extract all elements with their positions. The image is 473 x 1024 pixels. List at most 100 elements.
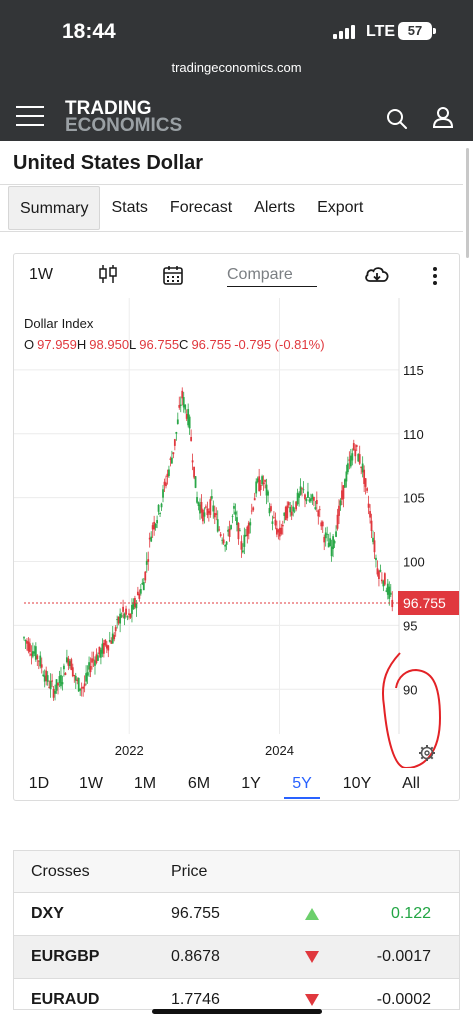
candle-body [230,525,232,530]
y-tick-label: 100 [403,555,425,570]
battery-icon: 57 [398,22,432,40]
range-10y[interactable]: 10Y [342,775,372,792]
tab-forecast[interactable]: Forecast [169,199,233,216]
candle-body [23,637,25,639]
candle-body [82,686,85,689]
candle-body [108,639,111,642]
candle-body [339,500,342,506]
range-1y[interactable]: 1Y [241,775,261,792]
user-icon[interactable] [432,106,454,128]
candle-body [191,460,194,463]
candle-body [268,507,271,514]
candle-body [364,478,367,487]
tab-stats[interactable]: Stats [111,199,148,216]
home-indicator[interactable] [152,1009,322,1014]
candle-body [98,646,101,655]
candle-body [160,503,163,508]
candle-body [142,582,145,591]
range-1w[interactable]: 1W [79,775,103,792]
candle-body [369,511,371,518]
candle-body [324,532,327,539]
candle-body [378,571,380,580]
candle-body [209,499,212,515]
url-bar[interactable]: tradingeconomics.com [171,60,302,75]
candle-body [165,482,167,487]
candle-body [172,452,175,455]
header-crosses: Crosses [31,863,90,880]
calendar-icon[interactable] [162,264,184,286]
price-chart[interactable]: Dollar Index O 97.959H 98.950L 96.755C 96.75… [14,298,459,768]
x-tick-label: 2022 [115,743,144,758]
candle-body [92,659,95,661]
candle-body [145,560,148,565]
table-row[interactable]: DXY 96.755 0.122 [14,893,459,936]
logo[interactable]: TRADING ECONOMICS [65,99,182,135]
hamburger-icon[interactable] [16,106,44,126]
candle-body [119,613,122,624]
cross-name[interactable]: DXY [31,905,64,922]
candle-body [76,679,79,682]
range-1d[interactable]: 1D [28,775,50,792]
candle-body [94,660,96,666]
cross-name[interactable]: EURGBP [31,948,100,965]
x-axis: 2022 2024 [115,743,294,758]
candle-body [64,672,67,676]
y-tick-label: 95 [403,618,417,633]
search-icon[interactable] [386,108,408,130]
candle-body [366,488,369,491]
candle-body [185,413,188,419]
cloud-download-icon[interactable] [364,264,390,286]
candle-body [296,492,299,505]
candle-body [67,658,70,666]
candle-body [256,478,259,483]
chart-grid [14,298,400,734]
candle-body [86,672,89,676]
candle-body [329,538,332,547]
candle-body [178,404,181,408]
range-1m[interactable]: 1M [133,775,157,792]
candlestick-icon[interactable] [98,264,118,284]
candle-body [346,463,349,473]
candle-body [39,655,42,667]
table-row[interactable]: EURAUD 1.7746 -0.0002 [14,979,459,1009]
candle-body [264,480,266,482]
tab-alerts[interactable]: Alerts [254,199,296,216]
arrow-up-icon [305,908,319,920]
tab-export[interactable]: Export [317,199,364,216]
candle-body [228,528,231,537]
candle-body [312,496,315,501]
candle-body [301,487,303,489]
candle-body [176,419,179,424]
tab-summary[interactable]: Summary [8,186,101,230]
candle-body [51,680,53,682]
candle-body [295,501,298,510]
candle-body [129,613,132,618]
candle-body [277,529,280,533]
scrollbar[interactable] [466,148,469,258]
chart-toolbar: 1W Compare [14,254,459,298]
candle-body [136,591,139,596]
arrow-down-icon [305,994,319,1006]
more-vertical-icon[interactable] [432,266,438,286]
candle-body [281,525,284,527]
compare-input[interactable]: Compare [227,266,317,287]
candle-body [265,484,268,496]
range-5y[interactable]: 5Y [276,767,328,801]
range-all[interactable]: All [402,775,420,792]
y-tick-label: 90 [403,682,417,697]
candle-body [292,506,295,512]
table-row[interactable]: EURGBP 0.8678 -0.0017 [14,936,459,979]
tab-bar: Summary Stats Forecast Alerts Export [8,186,374,230]
cross-name[interactable]: EURAUD [31,991,100,1008]
range-6m[interactable]: 6M [187,775,211,792]
interval-button[interactable]: 1W [29,266,53,283]
candle-body [58,676,61,683]
candle-body [216,519,219,532]
candle-body [85,673,88,682]
candle-body [273,517,275,519]
candle-body [386,583,389,595]
divider [0,231,463,232]
status-time: 18:44 [62,20,116,43]
candle-body [77,678,80,692]
candle-body [116,619,119,621]
